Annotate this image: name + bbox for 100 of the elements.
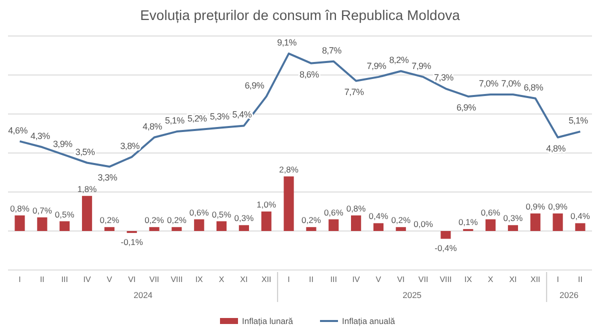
x-tick-label: XII	[261, 275, 272, 284]
data-label: 8,6%	[300, 69, 320, 80]
data-label: 1,0%	[256, 200, 276, 210]
data-label: 5,1%	[568, 116, 588, 126]
x-tick-label: X	[218, 275, 225, 284]
data-label: 0,3%	[234, 213, 254, 224]
bar	[575, 223, 586, 231]
data-label: 0,5%	[54, 209, 75, 220]
x-tick-label: IV	[352, 275, 360, 284]
text: 2026	[560, 290, 579, 300]
data-label: 7,0%	[501, 78, 521, 88]
data-label: 8,2%	[389, 55, 409, 66]
bar	[261, 212, 272, 231]
data-label: 7,9%	[366, 60, 386, 71]
data-label: 0,2%	[100, 215, 120, 226]
data-label: 0,1%	[458, 217, 478, 228]
legend-label: Inflația anuală	[342, 316, 396, 326]
data-label: 0,7%	[32, 205, 52, 216]
data-label: 7,0%	[478, 78, 499, 88]
bar	[238, 225, 249, 231]
data-label: -0,4%	[434, 242, 458, 253]
bar	[172, 227, 182, 231]
data-label: 4,8%	[546, 143, 566, 154]
data-label: 4,6%	[8, 125, 28, 136]
data-label: 0,2%	[167, 215, 187, 226]
bar	[306, 227, 316, 231]
data-label: 0,5%	[212, 209, 232, 220]
data-label: 5,4%	[232, 110, 252, 120]
data-label: 6,9%	[456, 102, 476, 112]
data-label: 0,3%	[503, 213, 524, 224]
data-label: 5,3%	[210, 112, 230, 122]
data-label: 3,8%	[120, 140, 140, 151]
data-label: 0,2%	[144, 215, 164, 226]
data-label: 7,9%	[412, 60, 432, 71]
bar	[508, 225, 518, 231]
data-label: 0,6%	[189, 207, 210, 218]
data-label: 0,6%	[324, 207, 344, 218]
x-tick-label: V	[106, 275, 113, 284]
x-tick-label: IX	[195, 275, 204, 284]
x-tick-label: I	[18, 275, 21, 284]
data-label: 5,1%	[165, 116, 185, 126]
data-label: 0,4%	[368, 211, 389, 222]
data-label: 6,8%	[524, 82, 544, 92]
data-label: 3,5%	[75, 146, 95, 157]
x-tick-label: II	[40, 275, 44, 284]
x-tick-label: VII	[149, 275, 160, 284]
x-tick-label: VIII	[170, 275, 183, 284]
data-label: -0,1%	[120, 236, 144, 247]
x-tick-label: I	[288, 275, 290, 284]
bar	[216, 221, 227, 231]
data-label: 4,3%	[30, 131, 50, 142]
bar	[82, 196, 92, 231]
x-tick-label: XI	[240, 275, 248, 284]
data-label: 0,9%	[548, 201, 568, 212]
chart-title: Evoluția prețurilor de consum în Republica Moldova	[140, 7, 460, 23]
data-label: 3,9%	[52, 138, 73, 149]
data-label: 6,9%	[244, 80, 264, 90]
data-label: 3,3%	[98, 172, 118, 183]
text: 2025	[402, 290, 422, 300]
bar	[149, 227, 160, 231]
data-label: 0,6%	[480, 207, 501, 218]
data-label: 9,1%	[277, 38, 297, 48]
data-label: 8,7%	[322, 45, 342, 56]
bar	[104, 227, 114, 231]
x-tick-label: I	[556, 275, 559, 284]
data-label: 0,2%	[391, 215, 412, 226]
x-tick-label: V	[376, 275, 382, 284]
bar	[351, 215, 362, 231]
legend-label: Inflația lunară	[242, 316, 294, 326]
x-tick-label: IX	[464, 275, 473, 284]
bar	[440, 231, 451, 239]
data-label: 0,0%	[414, 219, 434, 229]
data-label: 2,8%	[279, 164, 299, 174]
bar	[486, 219, 496, 231]
bar	[373, 223, 384, 231]
x-tick-label: II	[308, 275, 314, 284]
x-tick-label: II	[578, 275, 582, 284]
x-tick-label: XII	[530, 275, 540, 284]
bar	[14, 215, 25, 231]
bar	[284, 176, 294, 231]
x-tick-label: III	[61, 275, 68, 284]
data-label: 1,8%	[77, 184, 98, 194]
x-tick-label: VII	[418, 275, 428, 284]
x-tick-label: IV	[83, 275, 92, 284]
data-label: 0,9%	[526, 201, 546, 212]
x-tick-label: III	[330, 275, 337, 284]
bar	[60, 221, 70, 231]
data-label: 0,8%	[10, 203, 30, 214]
x-tick-label: VI	[397, 275, 405, 284]
bar	[328, 219, 339, 231]
bar	[194, 219, 204, 231]
bar	[552, 213, 563, 231]
x-tick-label: VIII	[440, 275, 452, 284]
data-label: 0,2%	[302, 215, 322, 226]
data-label: 7,3%	[434, 72, 454, 83]
bar	[530, 213, 540, 231]
data-label: 7,7%	[344, 86, 364, 97]
bar	[37, 217, 48, 231]
bar	[396, 227, 406, 231]
x-tick-label: X	[488, 275, 494, 284]
